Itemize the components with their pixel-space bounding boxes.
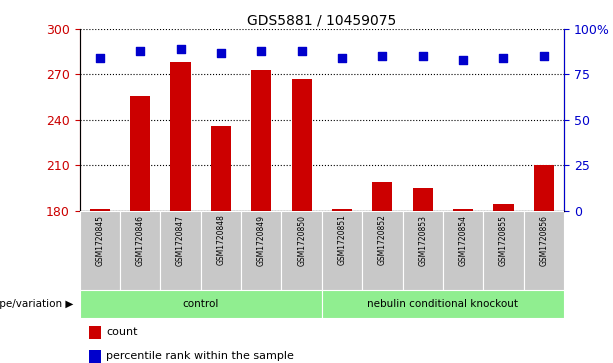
Text: GSM1720849: GSM1720849 <box>257 215 266 265</box>
Bar <box>443 211 483 290</box>
Point <box>297 48 306 54</box>
Bar <box>211 126 231 211</box>
Bar <box>130 95 150 211</box>
Text: genotype/variation ▶: genotype/variation ▶ <box>0 299 74 309</box>
Bar <box>524 211 564 290</box>
Bar <box>89 209 110 211</box>
Bar <box>453 209 473 211</box>
Bar <box>322 211 362 290</box>
Bar <box>292 79 312 211</box>
Point <box>135 48 145 54</box>
Bar <box>493 204 514 211</box>
Text: GSM1720851: GSM1720851 <box>338 215 346 265</box>
Point <box>378 53 387 59</box>
Point <box>95 55 105 61</box>
Bar <box>80 211 120 290</box>
Bar <box>201 211 241 290</box>
Bar <box>281 211 322 290</box>
Point <box>216 50 226 56</box>
Text: nebulin conditional knockout: nebulin conditional knockout <box>367 299 519 309</box>
Text: GSM1720856: GSM1720856 <box>539 215 548 265</box>
Text: GSM1720847: GSM1720847 <box>176 215 185 265</box>
Point <box>458 57 468 63</box>
Point <box>539 53 549 59</box>
Text: GSM1720846: GSM1720846 <box>135 215 145 265</box>
Bar <box>332 209 352 211</box>
Bar <box>251 70 272 211</box>
Text: count: count <box>106 327 138 337</box>
Point <box>337 55 347 61</box>
Bar <box>89 350 102 363</box>
Bar <box>372 182 392 211</box>
Text: GSM1720852: GSM1720852 <box>378 215 387 265</box>
Bar <box>120 211 161 290</box>
Text: GSM1720848: GSM1720848 <box>216 215 226 265</box>
Point <box>498 55 508 61</box>
Text: GSM1720855: GSM1720855 <box>499 215 508 265</box>
Point <box>418 53 428 59</box>
Bar <box>161 211 201 290</box>
Bar <box>80 290 322 318</box>
Bar <box>170 62 191 211</box>
Bar <box>241 211 281 290</box>
Point <box>176 46 186 52</box>
Bar <box>534 165 554 211</box>
Bar <box>403 211 443 290</box>
Point <box>256 48 266 54</box>
Text: percentile rank within the sample: percentile rank within the sample <box>106 351 294 361</box>
Text: GSM1720853: GSM1720853 <box>418 215 427 265</box>
Text: GSM1720845: GSM1720845 <box>96 215 104 265</box>
Bar <box>322 290 564 318</box>
Bar <box>413 188 433 211</box>
Text: GSM1720854: GSM1720854 <box>459 215 468 265</box>
Title: GDS5881 / 10459075: GDS5881 / 10459075 <box>247 14 397 28</box>
Bar <box>483 211 524 290</box>
Bar <box>89 326 102 339</box>
Text: control: control <box>183 299 219 309</box>
Bar <box>362 211 403 290</box>
Text: GSM1720850: GSM1720850 <box>297 215 306 265</box>
